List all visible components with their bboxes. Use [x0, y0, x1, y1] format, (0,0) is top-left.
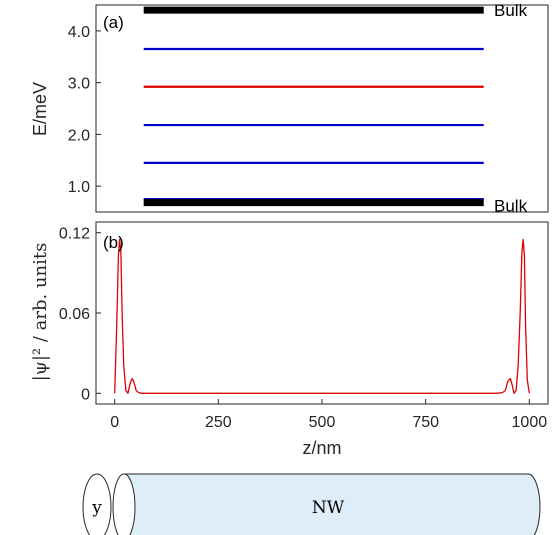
panel-b-xticks: 0 250 500 750 1000 [110, 399, 547, 431]
panel-b-ytick-label-1: 0.06 [59, 306, 90, 323]
panel-a-yticks: 1.0 2.0 3.0 4.0 [68, 24, 101, 196]
panel-a: Bulk Bulk 1.0 2.0 3.0 4.0 (a) E/meV [30, 1, 549, 216]
wavefunction-series-0 [114, 238, 530, 394]
nanowire-diagram: y NW [82, 473, 541, 535]
panel-a-ytick-label-0: 1.0 [68, 179, 90, 196]
panel-a-levels: Bulk Bulk [143, 1, 528, 216]
panel-b-xtick-label-2: 500 [309, 414, 336, 431]
panel-b-ytick-label-2: 0.12 [59, 226, 90, 243]
nanowire-end-cap [112, 473, 136, 535]
panel-b-frame [95, 221, 549, 405]
panel-a-ytick-label-1: 2.0 [68, 127, 90, 144]
panel-b-label: (b) [103, 233, 124, 252]
y-axis-loop [82, 473, 112, 535]
panel-b-yticks: 0 0.06 0.12 [59, 226, 101, 403]
panel-b-xtick-label-3: 750 [412, 414, 439, 431]
y-axis-label: y [91, 498, 102, 518]
panel-b-ytick-label-0: 0 [81, 386, 90, 403]
panel-b-ylabel: |ψ|² / arb. units [30, 243, 51, 382]
panel-a-ytick-label-2: 3.0 [68, 76, 90, 93]
panel-a-ytick-label-3: 4.0 [68, 24, 90, 41]
bulk-label-0: Bulk [494, 1, 528, 20]
panel-b-xlabel: z/nm [302, 438, 341, 458]
panel-a-frame [95, 4, 549, 213]
nanowire-label: NW [312, 498, 345, 518]
panel-a-label: (a) [103, 13, 124, 32]
panel-b-xtick-label-4: 1000 [512, 414, 548, 431]
panel-a-ylabel: E/meV [30, 82, 50, 136]
panel-b-xtick-label-1: 250 [205, 414, 232, 431]
panel-b: 0 0.06 0.12 0 250 500 750 1000 (b) z/nm |ψ|² /… [30, 221, 549, 458]
bulk-label-6: Bulk [494, 197, 528, 216]
nanowire-body [123, 473, 541, 535]
panel-b-series [114, 238, 530, 394]
panel-b-xtick-label-0: 0 [110, 414, 119, 431]
